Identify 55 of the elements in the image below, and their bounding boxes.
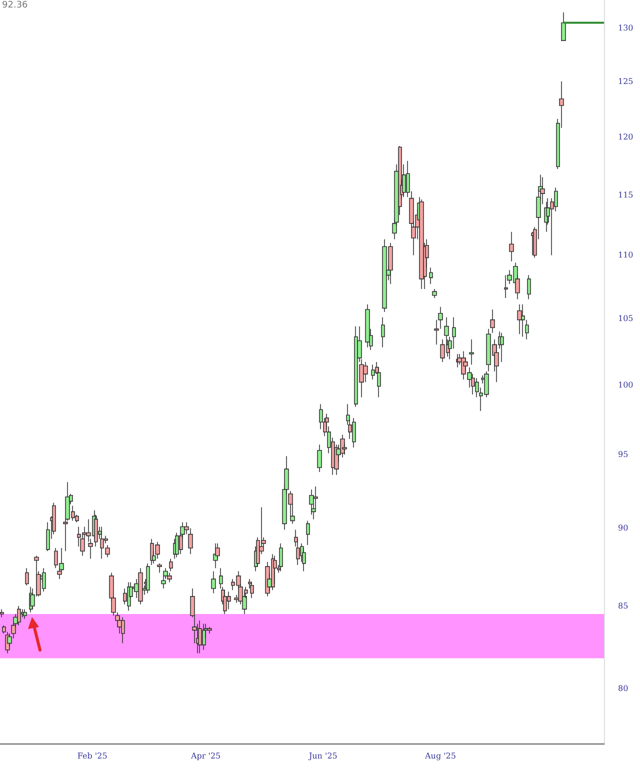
candlestick: [317, 444, 322, 472]
candlestick: [381, 316, 385, 348]
candlestick: [175, 532, 179, 558]
candlestick: [23, 608, 27, 620]
y-tick-label: 100: [618, 380, 634, 390]
candlestick: [167, 572, 172, 583]
candlestick: [440, 339, 445, 362]
y-tick-label: 105: [618, 314, 634, 324]
candlestick: [509, 232, 514, 262]
y-tick-label: 90: [618, 524, 628, 533]
y-tick-label: 80: [618, 684, 628, 693]
candlestick: [138, 568, 143, 605]
candlestick: [211, 570, 216, 594]
y-tick-label: 85: [618, 601, 628, 610]
x-tick-label: Jun '25: [308, 752, 338, 760]
candlestick: [0, 608, 4, 618]
candlestick: [157, 563, 162, 574]
candlestick: [371, 364, 375, 380]
candlestick: [302, 548, 306, 572]
candlestick: [223, 590, 227, 614]
y-tick-label: 95: [618, 450, 628, 460]
candlestick: [469, 339, 474, 366]
candlestick: [227, 591, 231, 610]
candlestick: [52, 502, 56, 535]
candlestick: [561, 12, 566, 41]
y-tick-label: 120: [618, 132, 634, 142]
candlestick: [169, 558, 173, 572]
candlestick: [306, 520, 310, 546]
candlestick: [17, 606, 21, 626]
candlestick: [527, 274, 531, 300]
candlestick: [521, 304, 525, 338]
x-tick-label: Apr '25: [190, 752, 221, 760]
candlestick: [365, 304, 370, 348]
candlestick: [279, 543, 283, 572]
candlestick: [202, 623, 206, 650]
candlestick: [525, 319, 529, 340]
y-tick-label: 110: [618, 250, 634, 260]
candlestick: [517, 304, 522, 335]
x-tick-label: Feb '25: [77, 752, 108, 760]
candlestick: [432, 288, 437, 298]
candlestick: [25, 568, 29, 586]
candlestick: [500, 332, 504, 362]
candlestick: [2, 624, 6, 634]
candlestick: [490, 309, 495, 334]
x-tick-label: Aug '25: [424, 752, 456, 760]
candlestick: [429, 267, 433, 284]
candlestick: [250, 582, 254, 598]
annotation: 92.36: [2, 0, 28, 10]
candlestick: [309, 489, 314, 516]
candlestick: [121, 616, 125, 644]
candlestick: [146, 563, 150, 594]
y-tick-label: 115: [618, 190, 634, 200]
y-tick-label: 130: [618, 23, 634, 32]
y-tick-label: 125: [618, 76, 634, 86]
candlestick: [352, 418, 356, 448]
